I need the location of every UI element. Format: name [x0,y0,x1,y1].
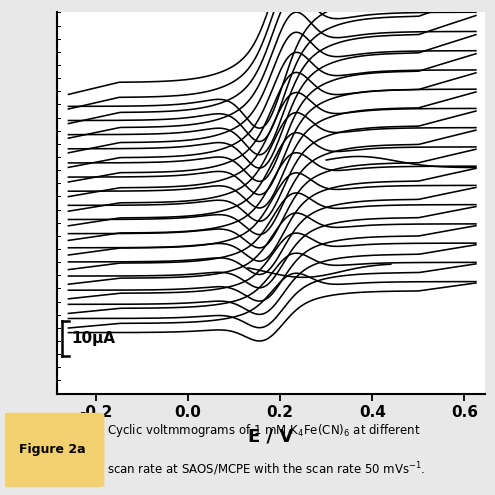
Text: Cyclic voltmmograms of 1 mM K$_4$Fe(CN)$_6$ at different: Cyclic voltmmograms of 1 mM K$_4$Fe(CN)$… [107,422,420,439]
X-axis label: E / V: E / V [248,427,294,446]
Text: 10μA: 10μA [72,331,116,346]
FancyBboxPatch shape [0,413,104,487]
Text: scan rate at SAOS/MCPE with the scan rate 50 mVs$^{-1}$.: scan rate at SAOS/MCPE with the scan rat… [107,460,425,478]
Text: Figure 2a: Figure 2a [19,443,86,456]
